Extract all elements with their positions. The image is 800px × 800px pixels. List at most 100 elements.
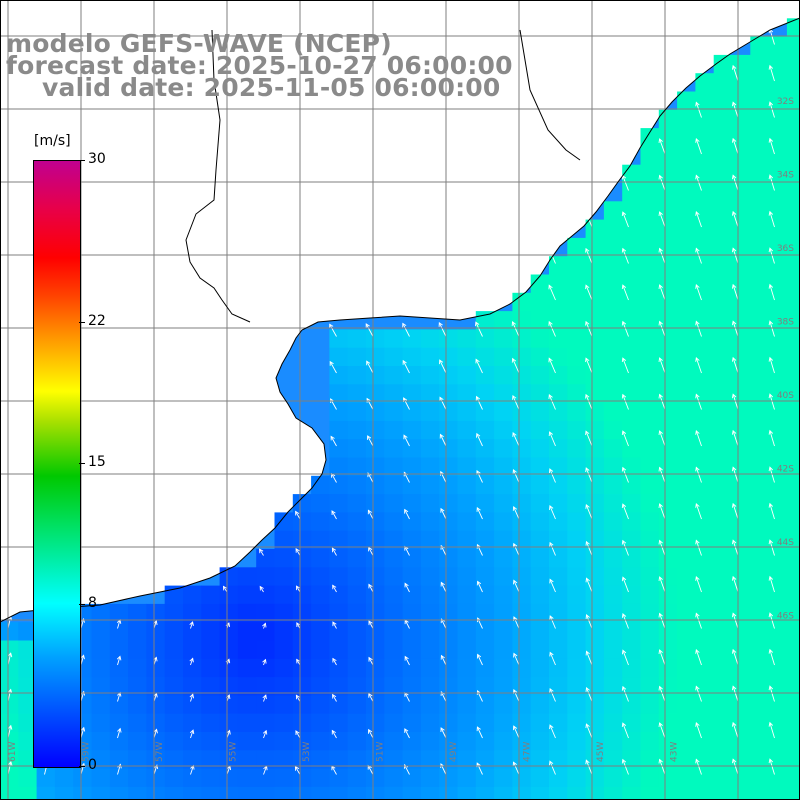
wind-arrow <box>732 175 739 191</box>
speed-cell <box>658 274 678 294</box>
speed-cell <box>292 750 312 770</box>
wind-arrow-head <box>768 502 774 508</box>
speed-cell <box>768 695 788 715</box>
wind-arrow-head <box>731 210 737 216</box>
wind-arrow <box>695 576 702 593</box>
speed-cell <box>768 219 788 239</box>
speed-cell <box>768 750 788 770</box>
wind-arrow <box>403 434 410 447</box>
wind-arrow-head <box>658 758 663 764</box>
wind-arrow <box>403 397 410 410</box>
speed-cell <box>750 347 770 367</box>
speed-cell <box>329 439 349 459</box>
wind-arrow <box>586 614 593 629</box>
wind-arrow <box>769 576 775 593</box>
wind-arrow-head <box>513 579 518 585</box>
speed-cell <box>274 768 294 788</box>
speed-cell <box>366 768 385 788</box>
speed-cell <box>603 256 623 276</box>
speed-cell <box>732 219 751 239</box>
speed-cell <box>732 256 751 276</box>
speed-cell <box>420 402 440 422</box>
speed-cell <box>530 384 550 404</box>
speed-cell <box>695 329 715 349</box>
speed-cell <box>750 567 770 587</box>
speed-cell <box>530 402 550 422</box>
speed-cell <box>311 530 330 550</box>
speed-cell <box>439 658 459 678</box>
speed-cell <box>384 512 404 532</box>
speed-cell <box>603 549 623 568</box>
speed-cell <box>219 768 239 788</box>
speed-cell <box>768 109 788 129</box>
wind-arrow-head <box>116 655 122 661</box>
longitude-label: 53W <box>302 742 312 762</box>
speed-cell <box>768 274 788 294</box>
speed-cell <box>732 311 751 330</box>
speed-cell <box>475 658 495 678</box>
speed-cell <box>201 640 221 660</box>
speed-cell <box>109 713 129 733</box>
speed-cell <box>274 530 294 550</box>
speed-cell <box>494 640 513 660</box>
speed-cell <box>494 402 513 422</box>
speed-cell <box>640 603 660 623</box>
speed-cell <box>475 603 495 623</box>
speed-cell <box>530 713 550 733</box>
wind-arrow <box>585 394 593 410</box>
speed-cell <box>786 622 800 642</box>
wind-arrow <box>549 615 556 629</box>
speed-cell <box>640 402 660 422</box>
wind-arrow <box>659 686 666 702</box>
speed-cell <box>146 640 166 660</box>
speed-cell <box>256 677 276 696</box>
speed-cell <box>18 658 38 678</box>
wind-arrow <box>585 248 593 264</box>
longitude-label: 45W <box>596 742 606 762</box>
wind-arrow <box>513 543 520 556</box>
speed-cell <box>384 713 404 733</box>
wind-arrow <box>332 547 337 556</box>
wind-arrow-head <box>80 617 85 623</box>
wind-arrow-head <box>731 247 737 253</box>
speed-cell <box>0 750 19 770</box>
speed-cell <box>475 494 495 513</box>
wind-vectors <box>7 28 775 775</box>
speed-cell <box>567 366 587 385</box>
wind-arrow <box>368 657 374 666</box>
wind-arrow <box>732 613 739 629</box>
speed-cell <box>366 695 385 715</box>
speed-cell <box>732 786 751 800</box>
speed-cell <box>786 585 800 605</box>
wind-arrow <box>366 360 374 374</box>
speed-cell <box>677 530 696 550</box>
speed-cell <box>347 640 367 660</box>
speed-cell <box>640 695 660 715</box>
speed-cell <box>732 457 751 477</box>
speed-cell <box>237 622 257 642</box>
wind-arrow <box>439 434 447 447</box>
speed-cell <box>732 603 751 623</box>
speed-cell <box>750 256 770 276</box>
speed-cell <box>237 585 257 605</box>
speed-cell <box>457 585 477 605</box>
wind-arrow-head <box>658 211 663 216</box>
speed-cell <box>695 732 715 751</box>
wind-arrow-head <box>658 649 663 654</box>
speed-cell <box>750 237 770 257</box>
wind-arrow <box>622 650 629 666</box>
wind-arrow-head <box>548 431 553 437</box>
speed-cell <box>658 732 678 751</box>
speed-cell <box>475 640 495 660</box>
speed-cell <box>750 494 770 513</box>
speed-cell <box>91 603 111 623</box>
speed-cell <box>128 622 147 642</box>
speed-cell <box>768 329 788 349</box>
speed-cell <box>750 292 770 312</box>
wind-arrow <box>512 432 520 447</box>
speed-cell <box>549 585 568 605</box>
wind-arrow <box>732 540 739 556</box>
speed-cell <box>622 256 642 276</box>
wind-arrow-head <box>731 174 737 180</box>
speed-cell <box>329 366 349 385</box>
